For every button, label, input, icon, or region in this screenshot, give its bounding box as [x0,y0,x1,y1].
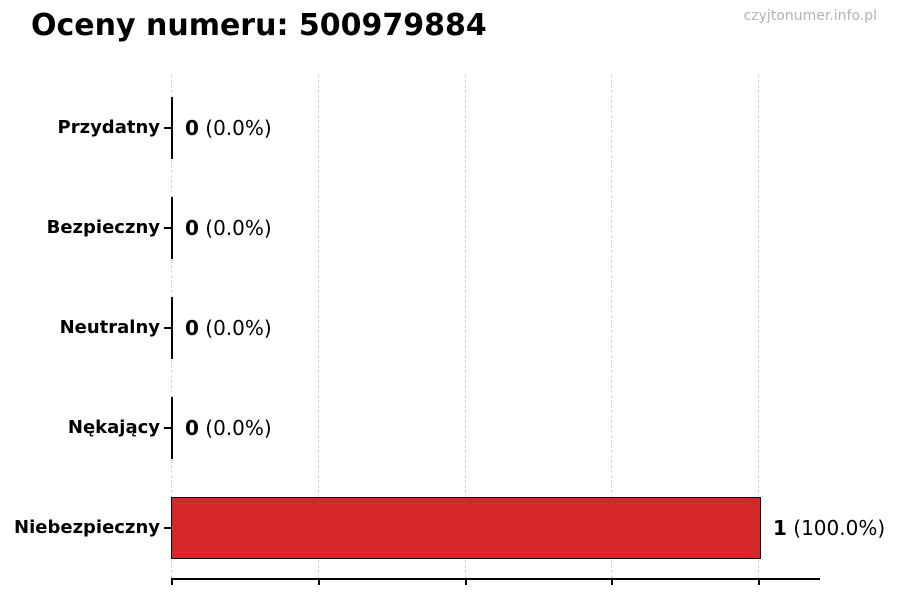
value-label: 0 (0.0%) [185,315,272,341]
watermark: czyjtonumer.info.pl [743,8,877,24]
value-percent: (100.0%) [786,516,886,540]
category-label: Przydatny [57,117,160,138]
y-axis-tick [164,427,171,429]
y-axis-tick [164,127,171,129]
category-label: Neutralny [59,317,160,338]
value-count: 0 [185,116,199,140]
y-axis-tick [164,327,171,329]
category-label: Nękający [67,417,160,438]
x-axis-tick [318,580,320,585]
zero-bar [171,397,173,459]
chart-title: Oceny numeru: 500979884 [31,8,487,43]
value-percent: (0.0%) [198,316,272,340]
gridline [758,75,759,578]
x-axis-tick [758,580,760,585]
bar [171,497,761,559]
zero-bar [171,197,173,259]
value-label: 1 (100.0%) [773,515,885,541]
x-axis-tick [171,580,173,585]
value-count: 0 [185,316,199,340]
x-axis-tick [611,580,613,585]
value-percent: (0.0%) [198,116,272,140]
value-label: 0 (0.0%) [185,115,272,141]
value-count: 0 [185,416,199,440]
zero-bar [171,97,173,159]
y-axis-tick [164,227,171,229]
value-count: 1 [773,516,787,540]
value-label: 0 (0.0%) [185,215,272,241]
y-axis-tick [164,527,171,529]
value-percent: (0.0%) [198,416,272,440]
gridline [318,75,319,578]
zero-bar [171,297,173,359]
category-label: Bezpieczny [46,217,160,238]
gridline [465,75,466,578]
value-count: 0 [185,216,199,240]
value-percent: (0.0%) [198,216,272,240]
value-label: 0 (0.0%) [185,415,272,441]
category-label: Niebezpieczny [14,517,160,538]
x-axis-tick [465,580,467,585]
x-axis-line [171,578,820,580]
gridline [611,75,612,578]
